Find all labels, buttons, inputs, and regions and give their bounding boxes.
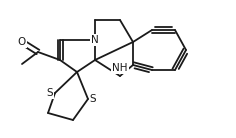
Text: NH: NH: [112, 63, 128, 73]
Text: N: N: [91, 35, 99, 45]
Text: S: S: [90, 94, 96, 104]
Text: O: O: [18, 37, 26, 47]
Text: S: S: [47, 88, 53, 98]
